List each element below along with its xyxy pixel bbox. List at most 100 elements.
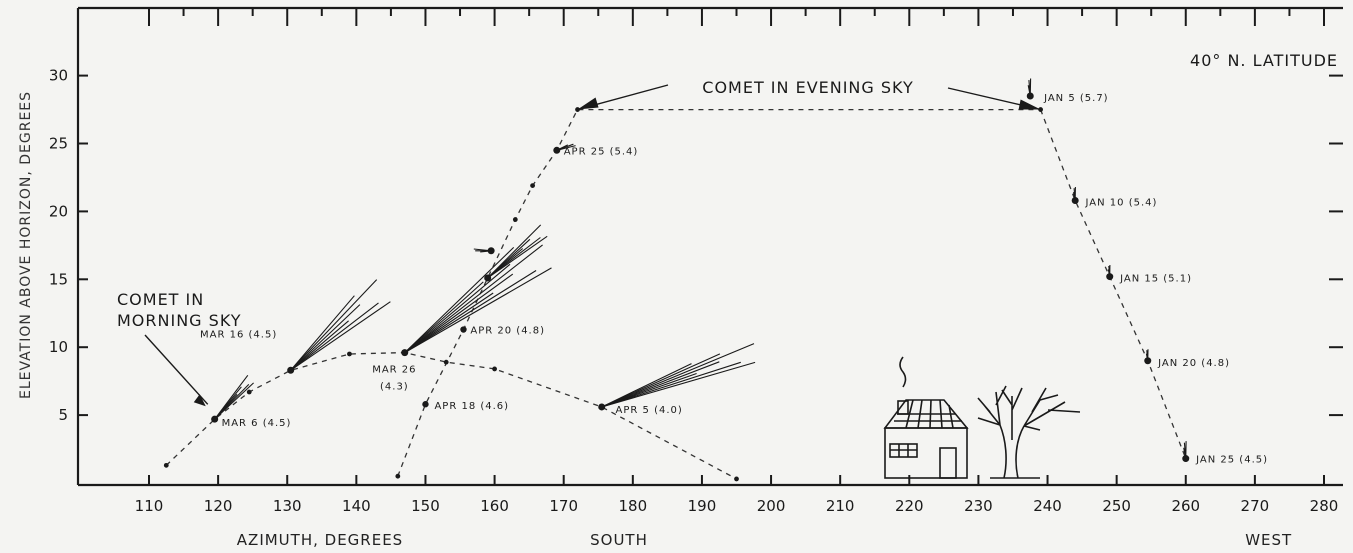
data-point [395,473,401,479]
y-tick-label: 5 [58,406,68,424]
tail-ray [290,301,391,371]
x-tick-label: 260 [1171,497,1200,515]
data-point [734,476,739,482]
data-point [1106,273,1113,280]
tail-ray [404,281,484,354]
morning-arrowhead [193,394,206,407]
data-point [347,351,352,357]
points-layer [163,92,1189,482]
data-point [492,366,497,372]
point-label: APR 18 (4.6) [434,401,509,412]
x-tick-label: 110 [135,497,164,515]
data-point [211,415,218,423]
tail-ray [290,302,379,371]
tail-ray [404,270,537,354]
data-point [1182,455,1189,462]
x-tick-label: 170 [549,497,578,515]
axes-layer [76,6,1343,487]
tail-ray [404,267,552,354]
x-tick-label: 190 [688,497,717,515]
evening-arrowhead-right [1018,99,1041,110]
x-tick-label: 180 [619,497,648,515]
x-tick-label: 160 [480,497,509,515]
x-tick-label: 200 [757,497,786,515]
tail-ray [404,263,511,354]
latitude-label: 40° N. LATITUDE [1190,51,1338,70]
point-label: APR 20 (4.8) [470,326,545,337]
y-tick-label: 25 [49,135,68,153]
point-label: APR 25 (5.4) [564,146,639,157]
x-tick-label: 240 [1033,497,1062,515]
tail-ray [214,374,249,420]
evening-annotation: COMET IN EVENING SKY [702,78,913,97]
point-label: MAR 6 (4.5) [222,418,292,429]
morning-annotation: MORNING SKY [117,311,242,330]
data-point [1071,197,1079,204]
data-point [598,403,605,411]
x-tick-label: 250 [1102,497,1131,515]
comet-tail-mar6 [211,374,254,423]
comet-tail-apr5 [598,343,756,411]
house-icon [883,356,969,479]
tail-ray [601,363,692,408]
x-tick-label: 140 [342,497,371,515]
tail-ray [404,244,543,354]
data-point [246,389,252,395]
tail-ray [601,361,756,408]
x-tick-label: 230 [964,497,993,515]
tail-ray [487,224,542,279]
y-tick-label: 20 [49,202,68,220]
data-point [287,367,294,374]
x-tick-label: 270 [1241,497,1270,515]
tree-icon [977,385,1081,479]
x-tick-label: 280 [1310,497,1339,515]
point-label: JAN 15 (5.1) [1119,274,1192,285]
y-tick-label: 15 [49,270,68,288]
tail-ray [601,343,755,408]
data-point [1027,92,1034,100]
data-point [512,217,518,222]
point-label: JAN 5 (5.7) [1043,93,1109,104]
tail-ray [290,304,361,371]
tail-ray [290,320,349,371]
x-tick-label: 210 [826,497,855,515]
data-point [485,275,491,281]
tail-ray [601,361,720,408]
x-axis-label: AZIMUTH, DEGREES [237,531,403,549]
data-point [422,401,429,408]
x-tick-label: 130 [273,497,302,515]
short-tail [473,247,495,255]
tracks-layer [165,108,1187,480]
point-label: (4.3) [380,382,409,393]
point-label: MAR 26 [372,365,416,376]
tail-ray [290,279,378,371]
morning-annotation: COMET IN [117,290,204,309]
y-tick-label: 10 [49,338,68,356]
tail-ray [404,247,515,354]
y-tick-label: 30 [49,67,68,85]
tail-ray [601,361,741,408]
point-label: MAR 16 (4.5) [200,329,277,340]
point-label: APR 5 (4.0) [616,405,683,416]
point-label: JAN 25 (4.5) [1195,455,1268,466]
data-point [530,183,536,188]
tail-ray [290,295,355,371]
tail-ray [404,273,514,354]
comet-tail-mar26 [401,244,552,357]
tail-ray [404,292,494,354]
x-tick-label: 150 [411,497,440,515]
comet-tail-apr22 [484,224,548,282]
comet-tails-layer [211,78,1190,463]
data-point [1144,357,1151,364]
labels-layer: 110 120 130 140 150 160 170 180 190 200 210 220 230 2… [18,51,1338,549]
data-point [401,349,408,356]
y-axis-label: ELEVATION ABOVE HORIZON, DEGREES [18,91,34,399]
direction-label: SOUTH [590,531,648,549]
morning-track [165,351,737,480]
comet-head [487,247,495,255]
point-label: JAN 20 (4.8) [1157,358,1230,369]
x-tick-label: 220 [895,497,924,515]
evening-arrowhead-left [577,97,599,110]
data-point [460,326,467,333]
